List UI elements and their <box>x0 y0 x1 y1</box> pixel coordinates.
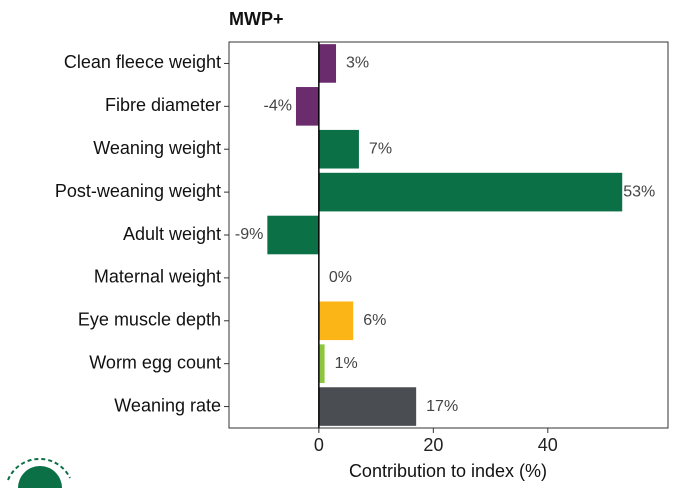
value-label: -4% <box>264 98 292 115</box>
y-tick-label: Weaning rate <box>114 395 221 415</box>
y-tick-label: Post-weaning weight <box>55 181 221 201</box>
bar <box>318 387 417 426</box>
value-label: -9% <box>235 226 263 243</box>
y-tick-label: Maternal weight <box>94 267 221 287</box>
x-axis-label: Contribution to index (%) <box>349 461 547 481</box>
value-label: 17% <box>426 398 458 415</box>
bar <box>267 215 319 255</box>
bar <box>318 44 337 83</box>
value-label: 53% <box>623 183 655 200</box>
x-tick-label: 20 <box>423 435 443 455</box>
value-label: 6% <box>363 312 386 329</box>
value-label: 0% <box>329 269 352 286</box>
logo <box>7 457 71 488</box>
value-label: 1% <box>335 355 358 372</box>
x-tick-label: 40 <box>538 435 558 455</box>
bar <box>318 344 325 383</box>
bar <box>295 87 319 126</box>
bar <box>318 172 623 212</box>
y-tick-label: Adult weight <box>123 224 221 244</box>
value-label: 7% <box>369 140 392 157</box>
y-tick-label: Weaning weight <box>93 138 221 158</box>
y-tick-label: Worm egg count <box>89 352 221 372</box>
bar <box>318 301 354 341</box>
y-tick-label: Fibre diameter <box>105 95 221 115</box>
x-tick-label: 0 <box>314 435 324 455</box>
y-tick-label: Clean fleece weight <box>64 52 221 72</box>
bar <box>318 129 359 169</box>
value-label: 3% <box>346 55 369 72</box>
chart-title: MWP+ <box>229 9 284 29</box>
y-tick-label: Eye muscle depth <box>78 310 221 330</box>
